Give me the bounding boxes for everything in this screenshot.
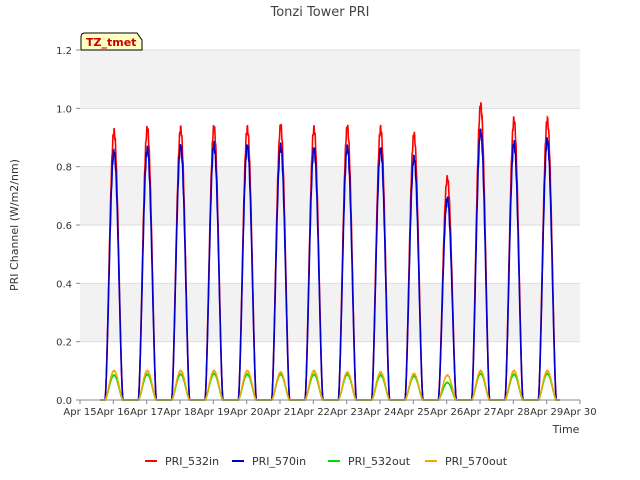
legend-label: PRI_570in (252, 455, 306, 468)
x-tick-label: Apr 23 (330, 407, 363, 418)
y-tick-label: 0.8 (56, 163, 72, 174)
legend-label: PRI_570out (445, 455, 508, 468)
band (80, 166, 580, 225)
x-tick-label: Apr 19 (197, 407, 230, 418)
x-tick-label: Apr 26 (430, 407, 463, 418)
site-badge-label: TZ_tmet (86, 36, 136, 49)
x-tick-label: Apr 21 (263, 407, 296, 418)
x-tick-label: Apr 18 (163, 407, 196, 418)
y-axis-label: PRI Channel (W/m2/nm) (8, 159, 21, 291)
legend-item-pri-532in: PRI_532in (145, 455, 219, 468)
x-tick-label: Apr 16 (97, 407, 130, 418)
x-tick-label: Apr 20 (230, 407, 263, 418)
x-tick-label: Apr 25 (397, 407, 430, 418)
x-tick-label: Apr 24 (363, 407, 396, 418)
legend-item-pri-570out: PRI_570out (425, 455, 508, 468)
site-badge-box (80, 32, 143, 51)
legend-label: PRI_532out (348, 455, 411, 468)
y-tick-label: 0.4 (56, 279, 72, 290)
x-axis-label: Time (552, 423, 580, 436)
x-tick-label: Apr 30 (563, 407, 596, 418)
y-tick-label: 1.2 (56, 46, 72, 57)
x-tick-label: Apr 28 (497, 407, 530, 418)
x-tick-label: Apr 27 (463, 407, 496, 418)
y-tick-label: 0.0 (56, 396, 72, 407)
x-tick-label: Apr 22 (297, 407, 330, 418)
band (80, 50, 580, 109)
site-badge: TZ_tmet (80, 32, 143, 51)
legend-item-pri-570in: PRI_570in (232, 455, 306, 468)
chart-title: Tonzi Tower PRI (270, 5, 370, 20)
legend: PRI_532in PRI_570in PRI_532out PRI_570out (145, 455, 508, 468)
y-tick-label: 1.0 (56, 104, 72, 115)
x-tick-label: Apr 15 (63, 407, 96, 418)
y-tick-label: 0.2 (56, 338, 72, 349)
x-tick-label: Apr 17 (130, 407, 163, 418)
y-tick-label: 0.6 (56, 221, 72, 232)
x-tick-label: Apr 29 (530, 407, 563, 418)
legend-label: PRI_532in (165, 455, 219, 468)
legend-item-pri-532out: PRI_532out (328, 455, 411, 468)
band (80, 283, 580, 342)
